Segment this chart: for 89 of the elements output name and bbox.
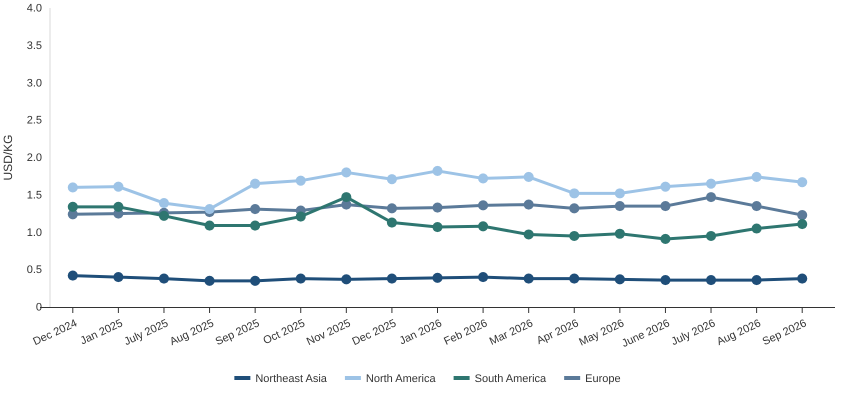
point	[706, 192, 716, 202]
point	[752, 223, 762, 234]
x-tick-label: Oct 2025	[261, 317, 307, 348]
point	[478, 221, 488, 232]
legend-label: Northeast Asia	[255, 373, 328, 385]
x-tick-label: Sep 2026	[760, 317, 808, 348]
point	[158, 198, 170, 208]
point	[660, 201, 670, 212]
point	[250, 220, 260, 231]
point	[752, 201, 762, 212]
y-tick-label: 4.0	[26, 2, 42, 15]
point	[204, 204, 215, 214]
point	[569, 274, 580, 284]
point	[660, 234, 670, 244]
x-tick-label: July 2025	[122, 317, 170, 348]
x-tick-label: July 2026	[670, 317, 718, 348]
legend-label: Europe	[585, 373, 621, 385]
point	[478, 200, 488, 210]
y-tick-label: 2.0	[26, 152, 42, 164]
y-tick-label: 1.5	[26, 189, 42, 202]
point	[341, 192, 352, 202]
point	[204, 276, 215, 286]
y-tick-label: 0.5	[26, 264, 42, 276]
point	[113, 272, 124, 282]
point	[478, 173, 488, 184]
point	[113, 182, 124, 192]
x-tick-label: Dec 2025	[350, 317, 398, 348]
point	[569, 230, 580, 242]
point	[432, 202, 443, 213]
point	[68, 270, 78, 281]
point	[250, 276, 260, 286]
point	[204, 220, 215, 231]
point	[797, 177, 808, 188]
y-tick-label: 2.5	[26, 114, 42, 127]
x-tick-label: Aug 2025	[168, 317, 216, 348]
x-tick-label: Jan 2025	[78, 317, 125, 348]
point	[569, 188, 580, 198]
legend-label: North America	[366, 373, 436, 385]
y-axis-title: USD/KG	[1, 134, 15, 181]
point	[797, 218, 808, 230]
point	[660, 275, 670, 286]
x-tick-label: Dec 2024	[31, 317, 80, 348]
point	[524, 274, 534, 284]
point	[614, 274, 625, 284]
x-tick-label: Mar 2026	[488, 317, 535, 348]
point	[614, 188, 625, 198]
y-tick-label: 1.0	[26, 226, 42, 239]
point	[797, 274, 808, 284]
point	[569, 203, 580, 214]
point	[524, 229, 534, 240]
point	[68, 202, 78, 212]
x-tick-label: Nov 2025	[304, 317, 353, 348]
point	[158, 210, 170, 221]
point	[386, 274, 397, 284]
point	[250, 204, 260, 214]
point	[432, 272, 443, 283]
point	[113, 202, 124, 212]
y-tick-label: 3.5	[26, 40, 42, 52]
x-tick-label: Aug 2026	[715, 317, 763, 348]
point	[797, 210, 808, 220]
point	[660, 182, 670, 192]
point	[250, 178, 260, 189]
point	[706, 275, 716, 286]
point	[752, 172, 762, 182]
y-tick-label: 3.0	[26, 77, 42, 90]
point	[614, 228, 625, 239]
point	[158, 274, 170, 284]
x-tick-label: Sep 2025	[214, 317, 262, 348]
point	[524, 172, 534, 182]
point	[386, 174, 397, 184]
point	[432, 166, 443, 176]
point	[296, 212, 306, 222]
point	[341, 274, 352, 284]
point	[752, 275, 762, 286]
legend-label: South America	[474, 373, 548, 385]
x-tick-label: Jan 2026	[398, 317, 444, 348]
point	[296, 274, 306, 284]
point	[706, 230, 716, 242]
point	[68, 182, 78, 192]
point	[341, 167, 352, 178]
point	[386, 217, 397, 228]
point	[524, 200, 534, 210]
point	[706, 178, 716, 189]
x-tick-label: Feb 2026	[442, 317, 490, 348]
point	[478, 272, 488, 282]
point	[296, 176, 306, 186]
point	[386, 203, 397, 214]
point	[614, 201, 625, 212]
point	[432, 222, 443, 232]
